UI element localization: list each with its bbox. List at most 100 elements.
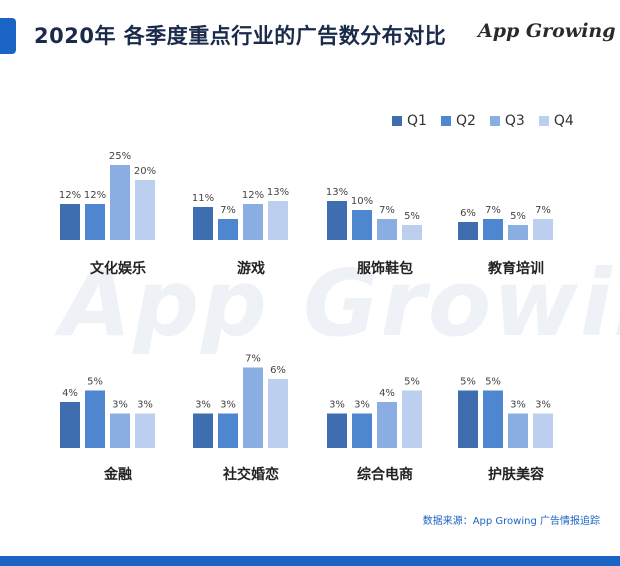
data-label: 25% bbox=[109, 151, 131, 162]
panel-bars: 12% 12% 25%20% bbox=[59, 151, 156, 240]
data-label: 5% bbox=[87, 377, 103, 388]
bar-q1 bbox=[60, 204, 80, 240]
category-label: 综合电商 bbox=[357, 467, 413, 483]
legend-swatch bbox=[392, 116, 402, 126]
bar-q4 bbox=[533, 413, 553, 448]
category-label: 游戏 bbox=[237, 261, 265, 277]
bar-q2 bbox=[85, 390, 105, 448]
data-source-note: 数据来源：App Growing 广告情报追踪 bbox=[422, 516, 600, 527]
legend-label: Q3 bbox=[504, 113, 525, 129]
data-label: 7% bbox=[535, 205, 551, 216]
legend-swatch bbox=[489, 116, 500, 126]
panel-bars: 13%10% 7% 5% bbox=[326, 187, 422, 240]
panel-bars: 5% 5% 3% 3% bbox=[458, 377, 553, 448]
bar-q1 bbox=[327, 413, 347, 448]
data-label: 3% bbox=[137, 400, 153, 411]
data-label: 4% bbox=[62, 388, 78, 399]
bar-q1 bbox=[193, 207, 213, 240]
legend-swatch bbox=[538, 116, 549, 126]
category-label: 服饰鞋包 bbox=[357, 261, 413, 277]
category-label: 护肤美容 bbox=[488, 467, 544, 483]
bar-q4 bbox=[268, 379, 288, 448]
category-label: 社交婚恋 bbox=[223, 467, 279, 483]
bar-q3 bbox=[508, 225, 528, 240]
footer-bar bbox=[0, 556, 620, 566]
bar-q3 bbox=[110, 165, 130, 240]
legend-item-q1: Q1 bbox=[392, 113, 427, 129]
bar-q4 bbox=[135, 413, 155, 448]
bar-q1 bbox=[193, 413, 213, 448]
panel-bars: 6% 7% 5% 7% bbox=[458, 205, 553, 240]
page-title: 2020年 各季度重点行业的广告数分布对比 bbox=[34, 24, 447, 48]
data-label: 3% bbox=[510, 400, 526, 411]
data-label: 3% bbox=[112, 400, 128, 411]
data-label: 7% bbox=[485, 205, 501, 216]
legend-item-q3: Q3 bbox=[489, 113, 525, 129]
bar-q3 bbox=[110, 413, 130, 448]
data-label: 5% bbox=[404, 377, 420, 388]
bar-q4 bbox=[135, 180, 155, 240]
data-label: 3% bbox=[220, 400, 236, 411]
data-label: 5% bbox=[460, 377, 476, 388]
panel-bars: 3% 3% 4% 5% bbox=[327, 377, 422, 448]
chart-panel: 12% 12% 25% 20% 文化娱乐 bbox=[59, 140, 176, 277]
bar-q3 bbox=[508, 413, 528, 448]
legend-label: Q1 bbox=[407, 113, 427, 129]
panel-bars: 3% 3% 7% 6% bbox=[193, 354, 288, 448]
data-label: 5% bbox=[485, 377, 501, 388]
chart-panel: 5% 5% 3% 3% 护肤美容 bbox=[458, 348, 574, 483]
data-label: 3% bbox=[354, 400, 370, 411]
data-label: 7% bbox=[379, 205, 395, 216]
bar-q2 bbox=[218, 219, 238, 240]
chart-panel: 6% 7% 5% 7% 教育培训 bbox=[458, 140, 574, 277]
legend-swatch bbox=[440, 116, 451, 126]
data-label: 3% bbox=[329, 400, 345, 411]
bar-q2 bbox=[218, 413, 238, 448]
panel-bars: 4% 5% 3% 3% bbox=[60, 377, 155, 448]
bar-q4 bbox=[402, 225, 422, 240]
data-label: 11% bbox=[192, 193, 214, 204]
bar-q4 bbox=[402, 390, 422, 448]
brand-logo: App Growing bbox=[478, 20, 616, 42]
bar-q3 bbox=[243, 367, 263, 448]
chart-panel: 13% 10% 7% 5% 服饰鞋包 bbox=[326, 140, 443, 277]
data-label: 13% bbox=[326, 187, 348, 198]
bar-q4 bbox=[533, 219, 553, 240]
data-label: 6% bbox=[460, 208, 476, 219]
bar-q2 bbox=[483, 390, 503, 448]
data-label: 5% bbox=[510, 211, 526, 222]
data-label: 13% bbox=[267, 187, 289, 198]
bar-q2 bbox=[352, 413, 372, 448]
bar-q2 bbox=[483, 219, 503, 240]
data-label: 12% bbox=[84, 190, 106, 201]
panel-bars: 11% 7% 12% 13% bbox=[192, 187, 289, 240]
bar-q3 bbox=[377, 402, 397, 448]
bar-q4 bbox=[268, 201, 288, 240]
data-label: 7% bbox=[245, 354, 261, 365]
chart-legend: Q1 Q2 Q3 Q4 bbox=[392, 113, 574, 129]
bar-q1 bbox=[327, 201, 347, 240]
category-label: 金融 bbox=[104, 467, 132, 483]
bar-q1 bbox=[60, 402, 80, 448]
category-label: 文化娱乐 bbox=[90, 261, 146, 277]
bar-q2 bbox=[85, 204, 105, 240]
chart-panel: 4% 5% 3% 3% 金融 bbox=[60, 348, 176, 483]
legend-label: Q2 bbox=[455, 113, 476, 129]
data-label: 3% bbox=[195, 400, 211, 411]
legend-item-q2: Q2 bbox=[440, 113, 476, 129]
data-label: 12% bbox=[242, 190, 264, 201]
data-label: 6% bbox=[270, 365, 286, 376]
bar-q3 bbox=[377, 219, 397, 240]
chart-panel: 3% 3% 4% 5% 综合电商 bbox=[327, 348, 443, 483]
bar-q3 bbox=[243, 204, 263, 240]
chart-panel: 11% 7% 12% 13% 游戏 bbox=[192, 140, 309, 277]
data-label: 3% bbox=[535, 400, 551, 411]
bar-q1 bbox=[458, 222, 478, 240]
legend-item-q4: Q4 bbox=[538, 113, 574, 129]
data-label: 20% bbox=[134, 166, 156, 177]
category-label: 教育培训 bbox=[488, 261, 544, 277]
bar-q2 bbox=[352, 210, 372, 240]
chart-panel: 3% 3% 7% 6% 社交婚恋 bbox=[193, 348, 309, 483]
data-label: 4% bbox=[379, 388, 395, 399]
data-label: 7% bbox=[220, 205, 236, 216]
